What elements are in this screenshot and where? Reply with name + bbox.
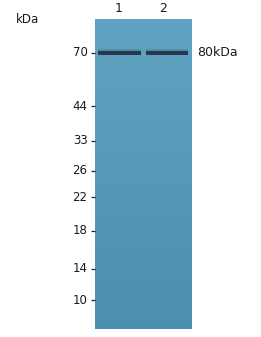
Text: 44: 44 — [73, 99, 87, 113]
Text: 22: 22 — [73, 191, 87, 204]
Text: 33: 33 — [73, 134, 87, 148]
Text: 80kDa: 80kDa — [197, 47, 238, 59]
Bar — [146, 51, 188, 55]
Text: 1: 1 — [115, 2, 123, 15]
Text: kDa: kDa — [16, 13, 39, 26]
Bar — [98, 51, 141, 55]
Text: 14: 14 — [73, 263, 87, 275]
Text: 18: 18 — [73, 224, 87, 237]
Text: 10: 10 — [73, 294, 87, 307]
Text: 2: 2 — [159, 2, 167, 15]
Bar — [98, 49, 141, 51]
Text: 26: 26 — [73, 164, 87, 177]
Text: 70: 70 — [73, 47, 87, 59]
Bar — [146, 49, 188, 51]
